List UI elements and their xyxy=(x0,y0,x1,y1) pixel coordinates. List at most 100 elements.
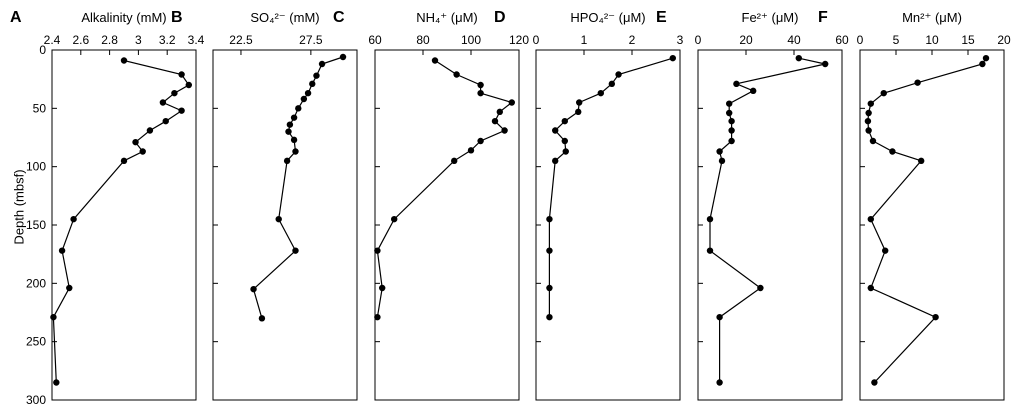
panel-f-point-10 xyxy=(918,157,925,165)
panel-e-point-9 xyxy=(716,148,723,155)
panel-a-letter: A xyxy=(10,9,22,26)
panel-e-point-12 xyxy=(706,247,714,254)
panel-a-point-9 xyxy=(139,148,146,155)
panel-c-point-8 xyxy=(477,137,484,145)
panel-c-point-1 xyxy=(453,71,460,78)
panel-a-point-12 xyxy=(58,247,66,254)
panel-e-point-8 xyxy=(728,137,735,145)
panel-a-point-1 xyxy=(178,71,185,78)
panel-c-point-3 xyxy=(477,89,484,97)
panel-c-point-0 xyxy=(431,57,439,64)
panel-c-frame xyxy=(374,49,520,401)
panel-b-point-1 xyxy=(318,60,326,68)
panel-e-point-11 xyxy=(706,215,714,223)
panel-b-point-5 xyxy=(300,95,308,103)
panel-b-point-0 xyxy=(339,53,347,61)
y-axis-label: Depth (mbsf) xyxy=(11,168,27,245)
panel-e-xtick-label-0: 0 xyxy=(695,33,702,47)
panel-d-frame xyxy=(535,49,681,401)
panel-e-xtick-label-1: 20 xyxy=(739,33,753,47)
panel-d-point-2 xyxy=(608,80,616,88)
panel-a-point-0 xyxy=(120,57,128,64)
panel-f-xtick-label-4: 20 xyxy=(997,33,1011,47)
panel-b-point-15 xyxy=(250,285,257,293)
panel-d-point-5 xyxy=(575,108,582,116)
panel-f-letter: F xyxy=(818,9,828,26)
panel-f-point-14 xyxy=(932,313,939,321)
panel-a-xtick-label-1: 2.6 xyxy=(72,33,89,47)
panel-f-point-1 xyxy=(979,60,986,68)
panel-c-point-7 xyxy=(501,127,508,134)
panel-d-series-line xyxy=(548,57,673,318)
panel-e-point-2 xyxy=(733,80,740,88)
panel-c-point-12 xyxy=(374,247,381,254)
panel-f-title: Mn²⁺ (μM) xyxy=(902,10,962,25)
panel-d-letter: D xyxy=(494,9,506,26)
panel-a-point-2 xyxy=(185,81,192,89)
panel-b-point-9 xyxy=(285,128,292,135)
panel-d-point-8 xyxy=(561,137,568,145)
panel-d-point-12 xyxy=(546,247,553,254)
panel-e-point-0 xyxy=(795,54,802,62)
panel-a-xtick-label-4: 3.2 xyxy=(159,33,176,47)
panel-e-point-1 xyxy=(822,60,829,68)
panel-c-point-10 xyxy=(451,157,458,165)
panel-c-point-5 xyxy=(496,108,503,116)
panel-b-point-7 xyxy=(290,114,298,121)
panel-e-point-15 xyxy=(716,379,723,386)
panel-c-point-11 xyxy=(391,215,398,223)
y-axis-title: Depth (mbsf) xyxy=(4,0,34,413)
panel-e-title: Fe²⁺ (μM) xyxy=(742,10,799,25)
panel-d-point-11 xyxy=(546,215,553,223)
panel-a-title: Alkalinity (mM) xyxy=(81,10,166,25)
panel-c-point-13 xyxy=(379,284,386,292)
panel-e-point-4 xyxy=(726,100,733,107)
panel-b-xtick-label-0: 22.5 xyxy=(229,33,253,47)
panel-e-point-10 xyxy=(718,157,726,165)
panel-f-point-0 xyxy=(982,54,990,62)
panel-e-point-6 xyxy=(728,117,735,125)
panel-f-point-13 xyxy=(867,284,874,292)
y-tick-label-3: 150 xyxy=(26,218,46,232)
panel-c-point-6 xyxy=(491,117,499,125)
y-tick-label-1: 50 xyxy=(33,101,47,115)
y-tick-label-4: 200 xyxy=(26,276,46,290)
panel-d-point-13 xyxy=(546,284,553,292)
panel-b-title: SO₄²⁻ (mM) xyxy=(250,10,319,25)
panel-f-point-2 xyxy=(914,79,921,86)
panel-b-point-2 xyxy=(313,72,320,79)
panel-f-point-12 xyxy=(882,247,889,254)
panel-f-xtick-label-1: 5 xyxy=(893,33,900,47)
panel-a-point-4 xyxy=(159,99,167,106)
panel-b-xtick-label-1: 27.5 xyxy=(299,33,323,47)
panel-b-point-16 xyxy=(258,315,266,322)
panel-b-point-14 xyxy=(292,247,299,254)
panel-f-point-3 xyxy=(880,89,887,97)
panel-c-point-2 xyxy=(477,81,484,89)
panel-f-xtick-label-3: 15 xyxy=(961,33,975,47)
panel-e-series-line xyxy=(709,57,826,383)
panel-a-point-14 xyxy=(50,313,57,321)
panel-e-letter: E xyxy=(656,9,667,26)
panel-a-series-line xyxy=(52,59,190,383)
panel-e-point-7 xyxy=(728,127,735,134)
panel-f-frame xyxy=(859,49,1005,401)
panel-c-series-line xyxy=(376,59,514,318)
panel-e-point-3 xyxy=(750,87,757,95)
y-tick-label-5: 250 xyxy=(26,335,46,349)
panel-c-letter: C xyxy=(333,9,345,26)
panel-b-point-8 xyxy=(286,121,294,128)
panel-b-point-3 xyxy=(309,80,316,88)
y-tick-label-0: 0 xyxy=(39,43,46,57)
panel-d-point-1 xyxy=(615,71,622,78)
panel-c-point-9 xyxy=(467,147,475,154)
panel-c-xtick-label-3: 120 xyxy=(509,33,529,47)
panel-d-xtick-label-1: 1 xyxy=(581,33,588,47)
y-tick-label-2: 100 xyxy=(26,160,46,174)
panel-c-point-4 xyxy=(508,99,515,106)
panel-d-point-4 xyxy=(576,99,583,106)
panel-c-xtick-label-2: 100 xyxy=(461,33,481,47)
panel-e-point-5 xyxy=(726,109,733,117)
panel-b-point-11 xyxy=(292,148,299,155)
